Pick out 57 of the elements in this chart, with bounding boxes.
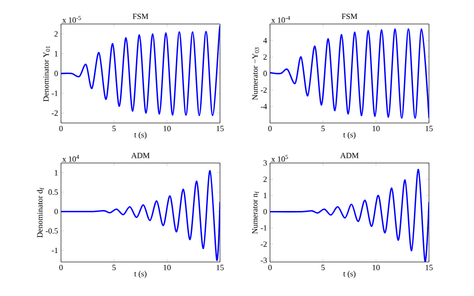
x-tick-label: 10 bbox=[372, 126, 380, 132]
text: x 10$^{-4}$ bbox=[271, 16, 290, 23]
x-tick-label: 0 bbox=[268, 126, 272, 132]
y-tick-label: 1 bbox=[54, 170, 58, 176]
y-tick-label: -1 bbox=[52, 248, 58, 253]
x-tick-label: 15 bbox=[216, 264, 224, 270]
x-tick-label: 0 bbox=[59, 264, 63, 270]
y-tick-label: -2 bbox=[52, 110, 58, 116]
y-axis-title: Denominator d$_{f}$ bbox=[36, 188, 44, 238]
y-axis-title: Denominator Y$_{01}$ bbox=[43, 46, 50, 102]
x-axis-title: t (s) bbox=[134, 270, 146, 278]
chart-title: ADM bbox=[340, 152, 359, 158]
line-series bbox=[270, 168, 429, 262]
y-axis-title: Numerator n$_{f}$ bbox=[252, 191, 259, 234]
y-tick-label: 4 bbox=[263, 38, 268, 44]
text: x 10$^{-5}$ bbox=[62, 16, 81, 23]
y-tick-label: -1 bbox=[260, 225, 267, 231]
x-tick-label: 15 bbox=[216, 126, 224, 132]
chart-title: FSM bbox=[132, 14, 148, 20]
x-tick-label: 10 bbox=[164, 126, 171, 132]
y-tick-label: 1 bbox=[264, 192, 267, 198]
x-tick-label: 5 bbox=[112, 264, 116, 270]
x-tick-label: 5 bbox=[321, 264, 325, 270]
line-series bbox=[61, 170, 220, 261]
line-series bbox=[270, 28, 429, 119]
x-axis-title: t (s) bbox=[343, 270, 356, 278]
x-tick-label: 10 bbox=[164, 264, 171, 270]
y-tick-label: -2 bbox=[260, 241, 267, 247]
x-tick-label: 5 bbox=[321, 126, 325, 132]
y-tick-label: 0 bbox=[54, 70, 58, 76]
y-tick-label: 0.5 bbox=[48, 189, 58, 195]
y-tick-label: -0.5 bbox=[46, 228, 58, 234]
chart-title: FSM bbox=[342, 14, 358, 20]
x-tick-label: 15 bbox=[426, 264, 433, 270]
y-tick-label: -4 bbox=[260, 104, 268, 110]
y-tick-label: 0 bbox=[263, 208, 267, 214]
y-tick-label: 0 bbox=[263, 70, 267, 76]
x-tick-label: 0 bbox=[59, 126, 63, 132]
x-tick-label: 0 bbox=[268, 264, 272, 270]
x-axis-title: t (s) bbox=[343, 132, 356, 140]
x-tick-label: 5 bbox=[112, 126, 116, 132]
y-axis-title: Numerator −Y$_{03}$ bbox=[252, 47, 259, 100]
x-tick-label: 10 bbox=[372, 264, 380, 270]
y-tick-label: 1 bbox=[54, 51, 58, 56]
y-tick-label: -2 bbox=[260, 87, 267, 93]
x-tick-label: 15 bbox=[426, 126, 433, 132]
y-tick-label: 2 bbox=[263, 54, 267, 60]
y-tick-label: 2 bbox=[54, 31, 58, 37]
x-axis-title: t (s) bbox=[134, 132, 146, 140]
y-tick-label: 3 bbox=[264, 160, 267, 166]
y-tick-label: 2 bbox=[263, 176, 267, 182]
y-tick-label: 0 bbox=[54, 208, 58, 214]
text: x 10$^{5}$ bbox=[271, 154, 288, 162]
chart-title: ADM bbox=[131, 152, 150, 158]
text: x 10$^{4}$ bbox=[62, 154, 80, 162]
y-tick-label: -1 bbox=[52, 90, 58, 96]
y-tick-label: -3 bbox=[260, 258, 267, 264]
